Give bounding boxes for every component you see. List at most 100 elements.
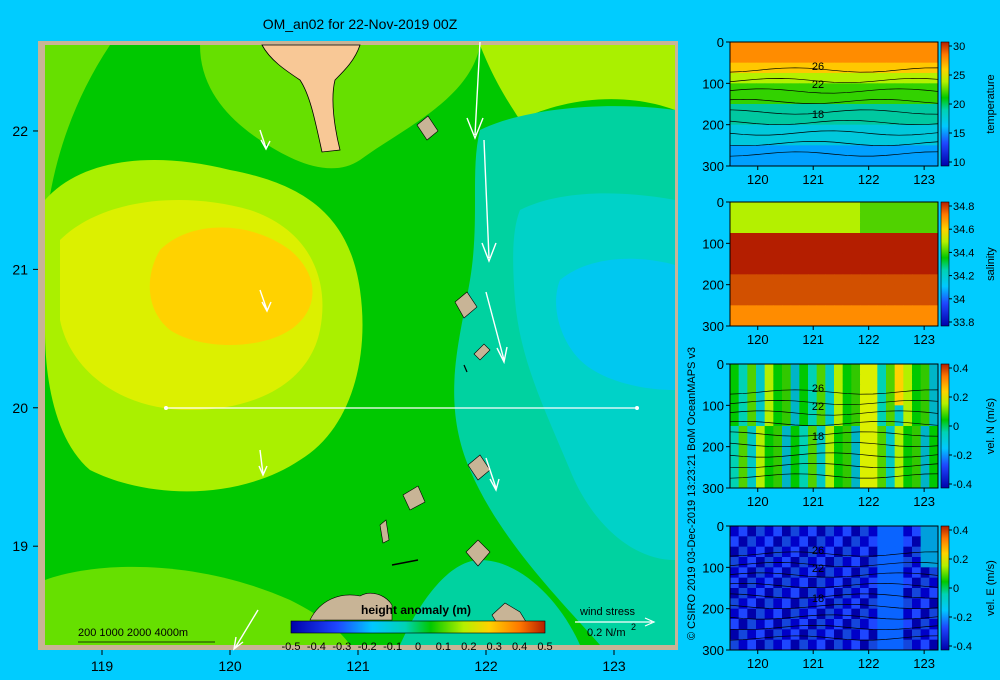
panel-colorbar-tick-label: -0.2 <box>953 612 972 624</box>
section-cell <box>860 608 870 620</box>
section-cell <box>842 135 852 146</box>
section-cell <box>894 457 904 468</box>
isotherm-line <box>729 572 939 578</box>
section-cell <box>756 457 766 468</box>
section-cell <box>782 264 792 275</box>
section-cell <box>816 52 826 64</box>
section-cell <box>799 114 809 126</box>
section-cell <box>738 104 748 115</box>
section-cell <box>912 264 922 275</box>
section-cell <box>808 639 818 651</box>
section-cell <box>920 608 930 620</box>
section-cell <box>868 629 878 641</box>
section-cell <box>816 42 826 53</box>
section-cell <box>920 135 930 146</box>
map-x-axis: 119 120 121 122 123 <box>91 650 626 674</box>
section-cell <box>894 415 904 427</box>
section-cell <box>886 415 896 427</box>
section-cell <box>929 629 939 641</box>
section-panel: 0 100 200 300 120 121 122 123 34.8 34.6 34.4 34.2 34… <box>702 195 997 347</box>
section-cell <box>912 446 922 458</box>
section-cell <box>730 384 740 396</box>
panel-y-tick-label: 300 <box>702 481 724 496</box>
section-cell <box>929 295 939 306</box>
section-cell <box>860 577 870 589</box>
section-cell <box>834 546 844 558</box>
section-cell <box>851 608 861 620</box>
section-cell <box>860 233 870 244</box>
section-cell <box>842 467 852 479</box>
section-cell <box>808 42 818 53</box>
section-cell <box>920 446 930 458</box>
section-cell <box>912 315 922 327</box>
section-cell <box>747 526 757 537</box>
section-cell <box>773 243 783 255</box>
section-cell <box>868 405 878 417</box>
panel-y-tick-label: 100 <box>702 236 724 251</box>
section-cell <box>825 374 835 386</box>
section-cell <box>920 305 930 317</box>
section-cell <box>842 284 852 296</box>
section-cell <box>868 212 878 224</box>
section-cell <box>773 52 783 64</box>
section-cell <box>730 305 740 317</box>
section-cell <box>929 93 939 105</box>
section-cell <box>730 415 740 427</box>
section-cell <box>886 364 896 375</box>
section-cell <box>747 577 757 589</box>
section-cell <box>790 557 800 568</box>
section-cell <box>912 295 922 306</box>
section-cell <box>851 526 861 537</box>
panel-colorbar-tick-label: 10 <box>953 157 965 169</box>
section-cell <box>756 467 766 479</box>
section-cell <box>782 536 792 548</box>
section-cell <box>782 222 792 234</box>
section-cell <box>929 202 939 213</box>
section-cell <box>886 588 896 599</box>
section-cell <box>894 426 904 437</box>
section-cell <box>756 104 766 115</box>
section-cell <box>799 457 809 468</box>
map-x-tick-label: 122 <box>474 658 498 674</box>
section-cell <box>929 42 939 53</box>
section-cell <box>920 155 930 167</box>
panel-colorbar-tick-label: 30 <box>953 41 965 53</box>
section-cell <box>886 639 896 651</box>
section-cell <box>894 395 904 406</box>
section-cell <box>920 426 930 437</box>
section-cell <box>894 315 904 327</box>
section-cell <box>790 588 800 599</box>
section-cell <box>851 467 861 479</box>
section-cell <box>730 73 740 84</box>
section-cell <box>842 124 852 136</box>
panel-x-tick-label: 122 <box>858 494 880 509</box>
section-cell <box>912 284 922 296</box>
wind-arrow <box>481 139 497 263</box>
panel-x-tick-label: 123 <box>913 172 935 187</box>
map-field <box>45 45 675 645</box>
section-cell <box>756 73 766 84</box>
section-cell <box>851 305 861 317</box>
section-cell <box>903 415 913 427</box>
section-cell <box>816 93 826 105</box>
section-cell <box>886 62 896 74</box>
section-cell <box>860 364 870 375</box>
section-cell <box>764 364 774 375</box>
section-cell <box>929 526 939 537</box>
section-cell <box>842 536 852 548</box>
section-cell <box>842 457 852 468</box>
section-cell <box>790 315 800 327</box>
section-cell <box>877 436 887 448</box>
section-cell <box>790 415 800 427</box>
section-cell <box>799 639 809 651</box>
section-cell <box>808 212 818 224</box>
section-cell <box>790 457 800 468</box>
section-cell <box>756 274 766 286</box>
section-cell <box>730 426 740 437</box>
section-cell <box>912 202 922 213</box>
section-cell <box>903 202 913 213</box>
section-cell <box>790 639 800 651</box>
section-cell <box>868 536 878 548</box>
contour-label: 22 <box>812 401 824 413</box>
section-cell <box>808 52 818 64</box>
